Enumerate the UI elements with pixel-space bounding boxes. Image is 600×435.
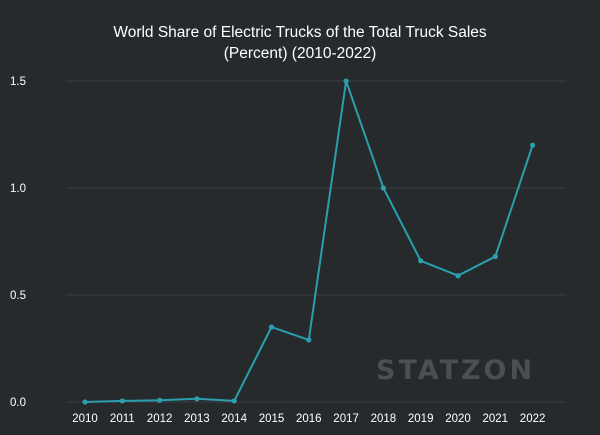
- data-point[interactable]: [157, 397, 163, 403]
- x-tick-label: 2013: [184, 413, 210, 425]
- statzon-watermark: STATZON: [376, 355, 536, 386]
- x-tick-label: 2022: [520, 413, 546, 425]
- data-point[interactable]: [82, 399, 88, 405]
- data-point[interactable]: [380, 185, 386, 191]
- data-point[interactable]: [306, 337, 312, 343]
- data-point[interactable]: [119, 398, 125, 404]
- data-point[interactable]: [194, 396, 200, 402]
- x-tick-label: 2012: [147, 413, 173, 425]
- x-tick-label: 2017: [333, 413, 359, 425]
- series-group: [82, 78, 536, 405]
- y-tick-label: 0.5: [10, 290, 26, 302]
- data-point[interactable]: [492, 253, 498, 260]
- chart-title: World Share of Electric Trucks of the To…: [0, 22, 600, 64]
- x-tick-label: 2014: [221, 413, 247, 425]
- data-point[interactable]: [455, 273, 461, 279]
- y-axis-ticks: 0.0 0.5 1.0 1.5: [10, 76, 26, 409]
- y-tick-label: 0.0: [10, 397, 26, 409]
- series-line: [84, 80, 534, 403]
- data-point[interactable]: [343, 78, 349, 84]
- data-point[interactable]: [231, 398, 237, 404]
- x-tick-label: 2010: [72, 413, 98, 425]
- x-axis-ticks: 2010 2011 2012 2013 2014 2015 2016 2017 2018 2019…: [72, 413, 545, 425]
- grid-lines: [66, 80, 566, 403]
- x-tick-label: 2011: [110, 413, 135, 425]
- x-tick-label: 2018: [371, 413, 397, 425]
- y-tick-label: 1.0: [10, 183, 26, 195]
- data-point[interactable]: [530, 142, 536, 148]
- chart-title-line-1: World Share of Electric Trucks of the To…: [113, 24, 487, 41]
- x-tick-label: 2019: [408, 413, 434, 425]
- data-point[interactable]: [268, 324, 275, 330]
- x-tick-label: 2015: [259, 413, 285, 425]
- y-tick-label: 1.5: [10, 76, 26, 88]
- x-tick-label: 2016: [296, 413, 322, 425]
- x-tick-label: 2020: [445, 413, 471, 425]
- x-tick-label: 2021: [483, 413, 509, 425]
- chart-title-line-2: (Percent) (2010-2022): [223, 45, 377, 62]
- data-point[interactable]: [418, 258, 424, 264]
